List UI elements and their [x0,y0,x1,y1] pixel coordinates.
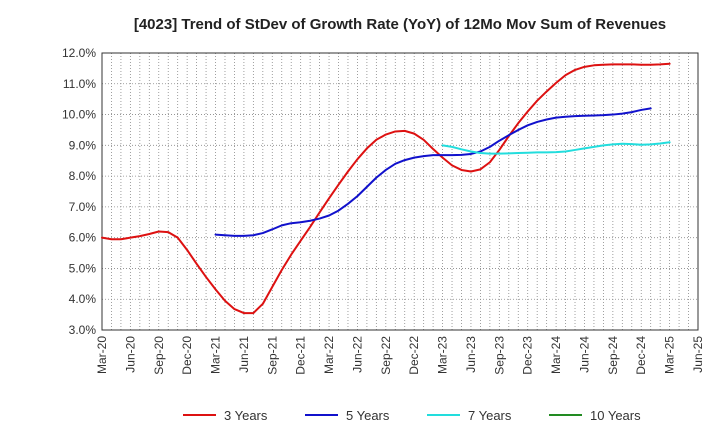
y-tick-label: 8.0% [69,169,97,183]
x-tick-label: Dec-20 [180,336,194,375]
x-tick-label: Sep-23 [492,336,506,375]
series-line-7-years [441,141,671,155]
x-tick-label: Jun-20 [123,336,137,373]
y-tick-label: 6.0% [69,231,97,245]
legend-label-7-years: 7 Years [468,408,512,423]
x-tick-label: Mar-23 [436,336,450,374]
chart-title: [4023] Trend of StDev of Growth Rate (Yo… [134,16,666,33]
x-tick-label: Jun-22 [350,336,364,373]
plot-background [102,53,698,330]
x-tick-label: Sep-20 [152,336,166,375]
x-tick-label: Mar-20 [95,336,109,374]
x-tick-label: Sep-21 [265,336,279,375]
plot-border [101,52,699,331]
x-tick-label: Sep-24 [606,336,620,375]
y-tick-label: 7.0% [69,200,97,214]
legend-label-10-years: 10 Years [590,408,641,423]
legend-label-3-years: 3 Years [224,408,268,423]
y-tick-label: 4.0% [69,292,97,306]
x-tick-label: Dec-24 [634,336,648,375]
y-tick-label: 3.0% [69,323,97,337]
legend: 3 Years 5 Years 7 Years 10 Years [183,408,641,423]
x-tick-label: Mar-25 [663,336,677,374]
x-tick-label: Jun-25 [691,336,705,373]
x-tick-label: Jun-24 [577,336,591,373]
x-tick-label: Dec-22 [407,336,421,375]
x-tick-label: Mar-24 [549,336,563,374]
x-tick-label: Sep-22 [379,336,393,375]
plot-area: 3.0% 4.0% 5.0% 6.0% 7.0% 8.0% 9.0% 10.0% 11.0% 12… [62,46,705,375]
legend-label-5-years: 5 Years [346,408,390,423]
x-tick-label: Jun-21 [237,336,251,373]
y-tick-label: 5.0% [69,261,97,275]
x-tick-label: Dec-23 [521,336,535,375]
y-tick-label: 12.0% [62,46,96,60]
x-tick-label: Jun-23 [464,336,478,373]
series-line-5-years [214,107,652,237]
x-tick-label: Mar-21 [209,336,223,374]
y-tick-label: 10.0% [62,108,96,122]
series-line-3-years [101,62,671,315]
x-tick-label: Dec-21 [294,336,308,375]
y-tick-label: 11.0% [63,77,96,91]
y-tick-label: 9.0% [69,138,97,152]
x-tick-label: Mar-22 [322,336,336,374]
